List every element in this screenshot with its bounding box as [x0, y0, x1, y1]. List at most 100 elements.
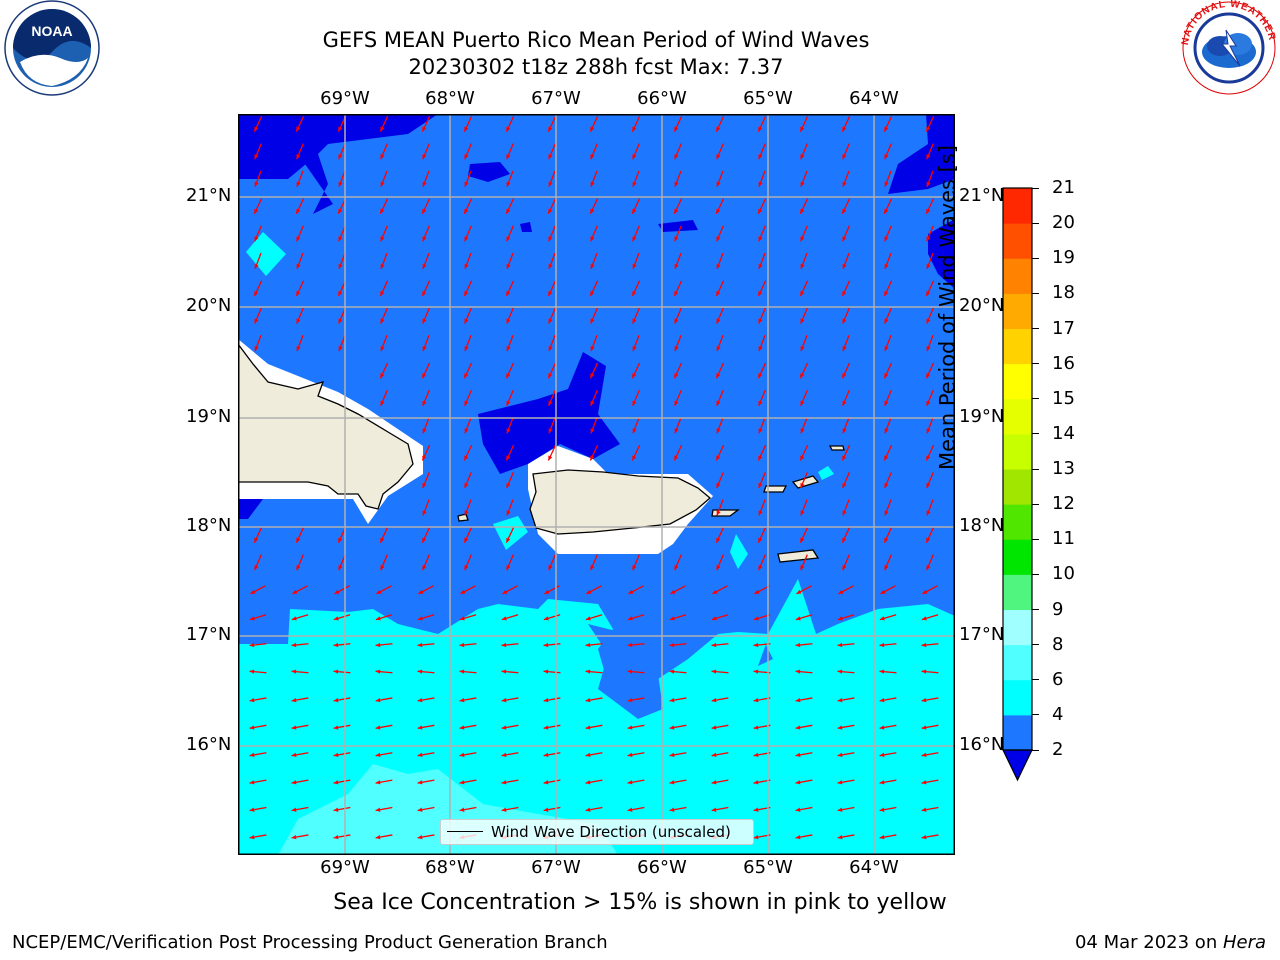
- wind-arrow: [758, 499, 766, 516]
- wind-arrow: [417, 752, 435, 758]
- wind-arrow: [842, 499, 850, 516]
- wind-arrow: [417, 669, 435, 674]
- wind-arrow: [842, 335, 850, 352]
- colorbar-segment: [1003, 398, 1032, 435]
- wind-arrow: [464, 389, 472, 407]
- wind-arrow: [799, 527, 809, 543]
- wind-arrow: [506, 225, 514, 242]
- wind-arrow: [375, 642, 393, 648]
- wind-arrow: [254, 554, 262, 571]
- wind-arrow: [585, 779, 603, 785]
- wind-arrow: [926, 225, 934, 242]
- wind-arrow: [464, 225, 472, 242]
- wind-arrow: [627, 806, 645, 812]
- wind-arrow: [674, 225, 682, 242]
- region-lt2-patch-b: [520, 222, 532, 232]
- wind-arrow: [884, 472, 892, 489]
- wind-arrow: [796, 585, 812, 595]
- lat-label-left: 20°N: [186, 295, 232, 316]
- lon-label-top: 69°W: [320, 88, 370, 109]
- wind-arrow: [716, 499, 724, 516]
- region-lt2-central: [478, 352, 620, 474]
- wind-arrow: [711, 779, 729, 785]
- wind-arrow: [842, 307, 850, 324]
- wind-arrow: [333, 724, 351, 730]
- wind-arrow: [879, 614, 897, 621]
- colorbar-tick-mark: [1032, 468, 1039, 470]
- wind-arrow: [590, 252, 598, 270]
- region-2-4s-tongue: [588, 624, 688, 719]
- wind-arrow: [338, 554, 346, 571]
- wind-arrow: [795, 724, 813, 730]
- wind-arrow: [590, 225, 598, 242]
- wind-arrow: [841, 362, 851, 379]
- colorbar-tick-label: 19: [1052, 247, 1075, 269]
- wind-arrow: [464, 554, 472, 571]
- wind-arrow: [422, 225, 430, 242]
- colorbar-tick-label: 11: [1052, 528, 1075, 550]
- wind-arrow: [585, 642, 603, 648]
- wind-arrow: [501, 669, 519, 674]
- wind-arrow: [716, 307, 724, 324]
- wind-arrow: [757, 280, 767, 297]
- wind-arrow: [841, 116, 851, 132]
- wind-arrow: [548, 335, 556, 352]
- wind-arrow: [800, 499, 808, 516]
- wind-arrow: [922, 585, 938, 595]
- wind-arrow: [463, 198, 473, 215]
- wind-arrow: [757, 116, 767, 132]
- wind-arrow: [548, 225, 556, 242]
- lat-label-left: 19°N: [186, 406, 232, 427]
- colorbar-segment: [1003, 644, 1032, 681]
- wind-arrow: [421, 362, 431, 379]
- wind-arrow: [925, 280, 935, 297]
- lat-label-right: 16°N: [959, 734, 1005, 755]
- colorbar-tick-label: 21: [1052, 177, 1075, 198]
- wind-arrow: [379, 280, 389, 297]
- wind-arrow: [417, 614, 435, 621]
- wind-arrow: [674, 143, 682, 160]
- wind-arrow: [925, 198, 935, 215]
- wind-arrow: [795, 752, 813, 758]
- wind-arrow: [417, 724, 435, 730]
- wind-arrow: [632, 335, 640, 352]
- colorbar-tick-label: 20: [1052, 212, 1075, 234]
- colorbar-tick-mark: [1032, 749, 1039, 751]
- wind-arrow: [711, 642, 729, 648]
- wind-arrow: [879, 669, 897, 674]
- wind-arrow: [459, 614, 477, 621]
- wind-arrow: [883, 280, 893, 297]
- wind-arrow: [254, 225, 262, 242]
- wind-arrow: [417, 806, 435, 812]
- wind-arrow: [249, 669, 267, 674]
- wind-arrow: [585, 669, 603, 674]
- wind-arrow: [291, 806, 309, 812]
- wind-arrow: [548, 307, 556, 324]
- region-lt2-north-lobe: [298, 154, 333, 214]
- wind-arrow: [506, 417, 514, 434]
- colorbar-tick-mark: [1032, 433, 1039, 435]
- wind-arrow: [590, 389, 598, 407]
- wind-arrow: [837, 697, 855, 703]
- wind-arrow: [505, 280, 515, 297]
- wind-arrow: [464, 170, 472, 187]
- wind-arrow: [417, 779, 435, 785]
- wind-arrow: [338, 307, 346, 324]
- wind-arrow: [505, 444, 515, 461]
- wind-arrow: [547, 116, 557, 132]
- wind-arrow: [800, 554, 808, 571]
- wind-arrow: [375, 806, 393, 812]
- wind-arrow: [291, 642, 309, 648]
- colorbar-segment: [1003, 574, 1032, 610]
- wind-arrow: [589, 362, 599, 379]
- wind-arrow: [589, 198, 599, 215]
- wind-arrow: [674, 307, 682, 324]
- wind-arrow: [543, 806, 561, 812]
- map-legend: Wind Wave Direction (unscaled): [440, 819, 754, 845]
- wind-arrow: [627, 752, 645, 758]
- land-anegada: [828, 445, 845, 451]
- wind-arrow: [799, 198, 809, 215]
- colorbar-tick-label: 12: [1052, 493, 1075, 515]
- wind-arrow: [501, 752, 519, 758]
- wind-arrow: [758, 389, 766, 407]
